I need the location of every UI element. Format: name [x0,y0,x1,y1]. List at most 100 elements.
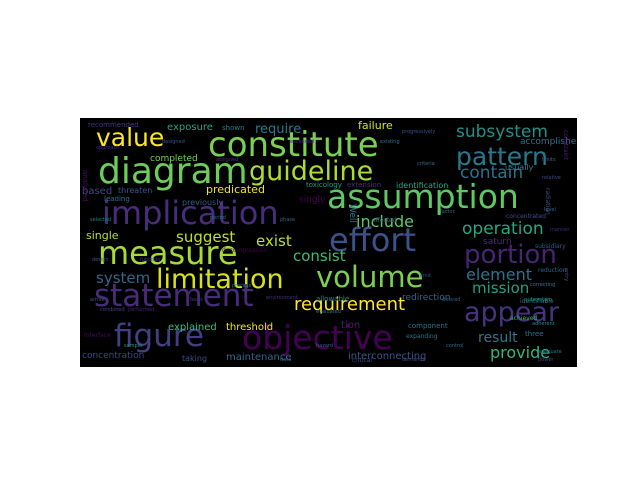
word-subsystem: subsystem [456,122,548,142]
word-explained: explained [168,322,217,333]
word-designed: designed [162,139,185,145]
word-operation: operation [462,219,544,239]
word-reduction: reduction [538,267,567,274]
word-entry: entry [563,268,569,282]
word-identifiable: identifiable [520,298,554,305]
word-cloud: constitute diagram value guideline assumptio… [80,118,577,367]
word-manner: manner [550,227,570,233]
word-criteria: criteria [417,161,435,167]
word-design: design [92,257,109,263]
word-adherent: adherent [532,321,555,327]
word-subsidiary: subsidiary [535,243,566,250]
word-performed: performed [128,307,155,313]
word-demands: demands [402,357,426,363]
word-element: element [466,265,532,284]
word-toxicology: toxicology [306,181,342,189]
word-critical: critical [352,357,373,364]
word-maintenance: maintenance [226,352,292,363]
word-factor: factor [440,209,455,215]
word-threshold: threshold [226,322,274,333]
word-affected: affected [372,217,397,224]
word-concentration: concentration [82,351,145,361]
word-basis: basis [190,297,203,303]
word-effort: effort [329,221,417,259]
word-approach: approach [96,145,120,151]
word-selected: selected [90,217,112,223]
word-component: component [408,322,448,330]
word-predicated: predicated [206,183,265,196]
word-accomplished: accomplished [520,137,577,147]
word-interface: interface [84,332,111,339]
word-power: power [538,357,554,363]
word-function: function [140,257,161,263]
word-constraint: constraint [562,130,569,161]
word-hazard: hazard [316,343,334,349]
word-objective: objective [242,318,393,357]
word-concentrated: concentrated [506,213,546,220]
word-interconnecting: interconnecting [348,351,427,362]
word-data: data [280,357,292,363]
word-volume: volume [316,260,424,294]
word-exposure: exposure [167,122,213,133]
word-limitation: limitation [156,264,284,295]
word-mission: mission [472,279,530,297]
word-correcting: correcting [530,282,556,288]
word-assumption: assumption [327,177,519,216]
word-completed: completed [150,154,198,164]
word-arrive: arrive [90,297,105,303]
word-guideline: guideline [249,156,374,187]
word-value: value [96,123,165,152]
word-single: single [86,229,119,242]
word-measure: measure [98,234,238,272]
word-control: control [446,343,464,349]
word-identification: identification [396,181,449,190]
word-include: include [356,212,414,231]
word-singly: singly [299,195,326,205]
word-figure: figure [114,318,204,354]
word-relative: relative [542,175,561,181]
word-redirection: redirection [402,293,451,303]
word-level: level [544,207,556,213]
word-contain: contain [460,163,524,183]
word-requirement: requirement [294,294,406,315]
word-period: period [210,215,226,221]
word-recommended: recommended [88,121,139,129]
word-leading: leading [104,195,130,203]
word-previously: previously [182,198,224,207]
word-exceeded: exceeded [290,139,315,145]
word-exist: exist [256,232,292,250]
word-provide: provide [490,343,551,362]
word-system: system [96,269,151,287]
word-usually: usually [505,163,534,172]
word-three: three [525,330,544,338]
word-appear: appear [464,297,560,328]
word-suggest: suggest [176,228,236,246]
word-based: based [82,186,113,197]
word-expanding: expanding [406,333,438,340]
word-assigned: assigned [216,157,239,163]
word-existing: existing [380,139,400,145]
word-pattern: pattern [456,142,548,171]
word-saturn: saturn [483,237,512,247]
word-limits: limits [542,157,556,163]
word-constitute: constitute [208,125,379,165]
word-limit: limit [420,273,431,279]
word-environment: environment [266,295,298,301]
word-failure: failure [358,119,393,132]
word-consist: consist [293,247,346,265]
word-well: Well [347,204,357,223]
word-achieved: achieved [510,315,538,322]
word-result: result [478,330,518,346]
word-analyzed: analyzed [81,170,89,202]
word-portion: portion [464,240,557,270]
word-taking: taking [182,354,208,363]
word-threaten: threaten [118,186,153,195]
word-extension: extension [347,181,382,189]
word-sample: sample [124,343,143,349]
word-require: require [255,122,302,137]
word-implication: implication [102,194,279,232]
word-allowable: allowable [316,295,350,303]
word-evaluated: evaluated [316,309,341,315]
word-adequate: adequate [538,349,562,355]
word-subsystem: subsystem [525,297,553,303]
